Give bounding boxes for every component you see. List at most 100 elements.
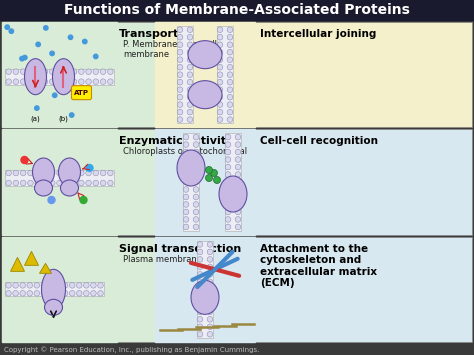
Circle shape [98, 283, 103, 288]
Circle shape [76, 283, 82, 288]
Ellipse shape [58, 158, 81, 186]
Circle shape [42, 79, 48, 84]
Circle shape [35, 180, 40, 186]
Circle shape [210, 169, 218, 176]
Circle shape [177, 49, 183, 55]
Circle shape [193, 134, 199, 140]
Circle shape [217, 80, 223, 85]
Circle shape [177, 27, 183, 33]
Circle shape [91, 283, 96, 288]
Ellipse shape [45, 299, 63, 315]
Circle shape [207, 332, 213, 337]
Circle shape [6, 79, 11, 84]
Circle shape [207, 264, 213, 270]
Circle shape [79, 170, 84, 176]
Ellipse shape [188, 41, 222, 69]
Circle shape [93, 54, 98, 59]
Circle shape [183, 142, 189, 147]
Circle shape [71, 180, 77, 186]
Circle shape [86, 170, 91, 176]
Circle shape [69, 283, 75, 288]
Ellipse shape [177, 150, 205, 186]
Circle shape [6, 290, 11, 296]
Circle shape [207, 301, 213, 307]
Circle shape [197, 279, 203, 285]
Circle shape [187, 80, 193, 85]
Circle shape [227, 49, 233, 55]
Circle shape [187, 64, 193, 70]
Circle shape [197, 242, 203, 247]
Circle shape [35, 106, 39, 110]
Circle shape [20, 290, 26, 296]
Circle shape [6, 283, 11, 288]
Circle shape [27, 180, 33, 186]
Circle shape [225, 142, 231, 147]
Polygon shape [25, 251, 38, 265]
Text: Attachment to the
cytoskeleton and
extracellular matrix
(ECM): Attachment to the cytoskeleton and extra… [260, 244, 377, 289]
Circle shape [183, 224, 189, 230]
Ellipse shape [61, 180, 79, 196]
Bar [2, 129, 155, 235]
Circle shape [217, 102, 223, 108]
Circle shape [177, 102, 183, 108]
Circle shape [225, 187, 231, 192]
Ellipse shape [33, 158, 55, 186]
Circle shape [13, 283, 18, 288]
Circle shape [235, 157, 241, 162]
Circle shape [187, 72, 193, 77]
Circle shape [64, 79, 70, 84]
Circle shape [207, 279, 213, 285]
Bar [2, 237, 117, 342]
Circle shape [187, 94, 193, 100]
Circle shape [100, 69, 106, 75]
Circle shape [108, 170, 113, 176]
Circle shape [225, 157, 231, 162]
Circle shape [217, 34, 223, 40]
Circle shape [57, 79, 62, 84]
Circle shape [20, 170, 26, 176]
Circle shape [36, 42, 40, 47]
Ellipse shape [25, 59, 46, 95]
Circle shape [227, 102, 233, 108]
Circle shape [177, 72, 183, 77]
Circle shape [177, 34, 183, 40]
Bar [2, 22, 155, 127]
Circle shape [35, 170, 40, 176]
Circle shape [44, 26, 48, 30]
Text: Chloroplasts or mitochondrial: Chloroplasts or mitochondrial [123, 147, 247, 156]
Circle shape [227, 57, 233, 62]
Circle shape [177, 42, 183, 48]
Text: Intercellular joining: Intercellular joining [260, 29, 376, 39]
Circle shape [177, 57, 183, 62]
Circle shape [183, 217, 189, 222]
Polygon shape [39, 263, 52, 273]
Bar [217, 26, 233, 123]
Circle shape [217, 87, 223, 92]
Circle shape [177, 64, 183, 70]
Circle shape [20, 180, 26, 186]
Circle shape [64, 180, 70, 186]
Bar [0, 0, 474, 20]
Bar [155, 22, 472, 127]
Circle shape [35, 79, 40, 84]
Circle shape [70, 113, 74, 117]
Circle shape [91, 290, 96, 296]
Circle shape [227, 27, 233, 33]
Bar [5, 282, 104, 296]
Circle shape [42, 69, 48, 75]
Text: Copyright © Pearson Education, Inc., publishing as Benjamin Cummings.: Copyright © Pearson Education, Inc., pub… [4, 346, 259, 353]
Circle shape [183, 149, 189, 155]
Circle shape [187, 102, 193, 108]
Ellipse shape [219, 176, 247, 212]
Circle shape [83, 283, 89, 288]
Circle shape [86, 180, 91, 186]
Circle shape [57, 170, 62, 176]
Circle shape [217, 57, 223, 62]
Circle shape [64, 69, 70, 75]
Circle shape [108, 79, 113, 84]
Circle shape [42, 170, 48, 176]
Circle shape [93, 79, 99, 84]
Circle shape [23, 55, 27, 60]
Circle shape [193, 224, 199, 230]
Circle shape [225, 134, 231, 140]
